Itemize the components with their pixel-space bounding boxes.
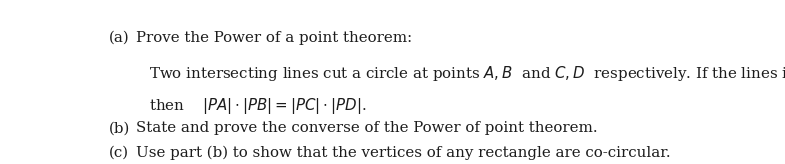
Text: State and prove the converse of the Power of point theorem.: State and prove the converse of the Powe… [137, 121, 598, 135]
Text: Two intersecting lines cut a circle at points $\mathit{A, B}$  and $\mathit{C, D: Two intersecting lines cut a circle at p… [148, 64, 785, 83]
Text: (c): (c) [109, 145, 129, 159]
Text: Use part (b) to show that the vertices of any rectangle are co-circular.: Use part (b) to show that the vertices o… [137, 145, 671, 160]
Text: (a): (a) [109, 31, 130, 45]
Text: then    $|PA|\cdot|PB| = |PC|\cdot|PD|$.: then $|PA|\cdot|PB| = |PC|\cdot|PD|$. [148, 96, 366, 116]
Text: Prove the Power of a point theorem:: Prove the Power of a point theorem: [137, 31, 413, 45]
Text: (b): (b) [109, 121, 130, 135]
